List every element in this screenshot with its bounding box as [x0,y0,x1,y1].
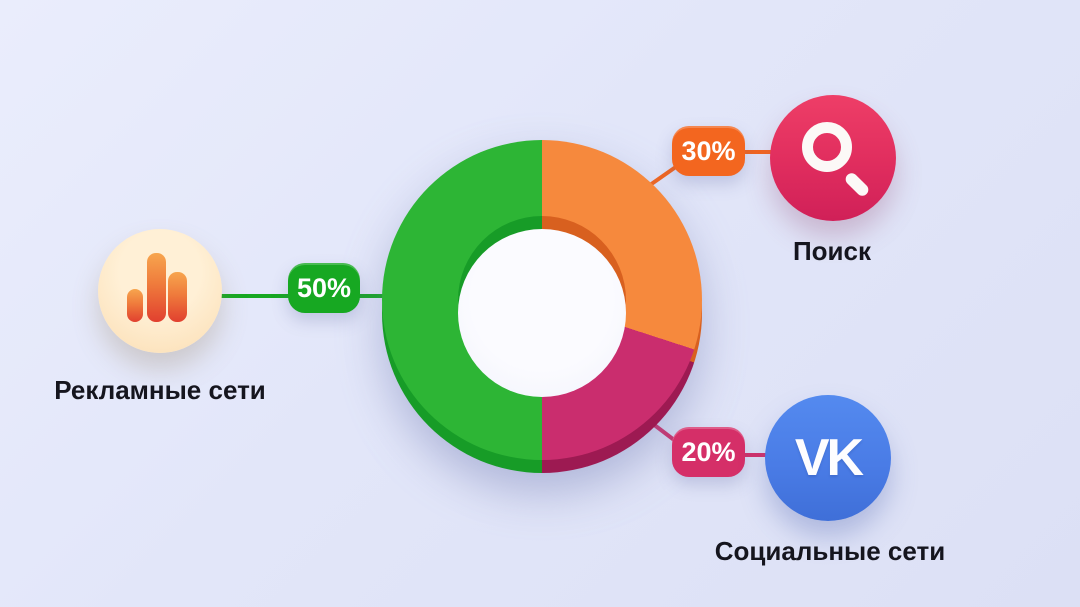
percentage-badge-search-text: 30% [681,135,736,166]
search-icon-lens [802,122,852,172]
percentage-badge-ads-text: 50% [296,272,352,303]
vk-icon-circle: VK [765,395,891,521]
percentage-badge-ads: 50% [288,263,360,313]
percentage-badge-social: 20% [672,427,745,477]
search-icon-handle [843,170,871,199]
bar-chart-icon-bar-tall [147,253,166,322]
segment-label-search: Поиск [792,236,872,266]
bar-chart-icon-bar-medium [168,272,187,322]
ads-icon-circle [98,229,222,353]
percentage-badge-social-text: 20% [681,436,736,467]
bar-chart-icon-bar-short [127,289,143,322]
search-icon-circle [770,95,896,221]
donut-chart [382,140,702,473]
segment-label-social: Социальные сети [714,536,946,566]
vk-icon: VK [794,429,864,487]
segment-label-ads: Рекламные сети [54,375,266,405]
percentage-badge-search: 30% [672,126,745,176]
donut-hole [458,229,626,397]
